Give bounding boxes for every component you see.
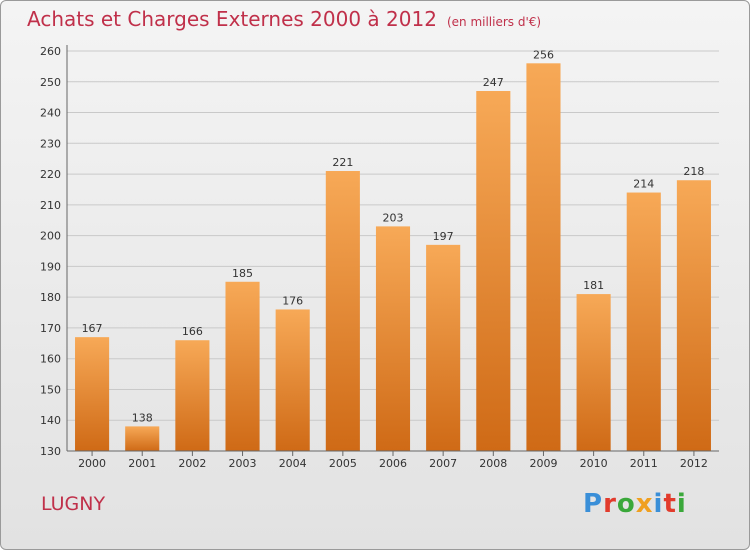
bar: [75, 337, 110, 451]
bar-value-label: 166: [182, 325, 203, 338]
x-tick-label: 2000: [78, 457, 106, 470]
x-tick-label: 2003: [229, 457, 257, 470]
logo-letter: P: [583, 489, 604, 519]
place-name: LUGNY: [41, 493, 106, 515]
bar-value-label: 181: [583, 279, 604, 292]
bar-value-label: 176: [282, 294, 303, 307]
bar: [375, 226, 411, 451]
y-tick-label: 140: [40, 414, 61, 427]
title-text: Achats et Charges Externes 2000 à 2012: [27, 7, 437, 31]
chart-subtitle: (en milliers d'€): [446, 15, 542, 29]
logo-letter: r: [603, 489, 617, 519]
bar: [576, 294, 611, 451]
bar: [175, 340, 210, 451]
bar-value-label: 197: [433, 230, 454, 243]
bar: [676, 180, 711, 451]
y-tick-label: 260: [40, 45, 61, 58]
bar: [225, 281, 260, 451]
y-tick-label: 210: [40, 199, 61, 212]
logo-letter: o: [616, 489, 636, 519]
y-tick-label: 190: [40, 260, 61, 273]
bars: [75, 63, 711, 452]
x-tick-label: 2002: [178, 457, 206, 470]
logo-letter: x: [635, 489, 654, 519]
y-tick-label: 130: [40, 445, 61, 458]
proxiti-logo: Proxiti: [583, 489, 687, 519]
y-tick-label: 160: [40, 353, 61, 366]
bar-value-label: 218: [683, 165, 704, 178]
y-tick-label: 170: [40, 322, 61, 335]
logo-letter: i: [653, 489, 664, 519]
logo-letter: t: [663, 489, 677, 519]
x-tick-label: 2008: [479, 457, 507, 470]
bar: [626, 192, 661, 452]
value-labels: 167 138 166 185 176 221 203 197 247 256 181 214 218: [82, 48, 705, 424]
bar: [275, 309, 310, 451]
bar-value-label: 167: [82, 322, 103, 335]
y-tick-label: 200: [40, 230, 61, 243]
bar-value-label: 256: [533, 48, 554, 61]
axes: [66, 45, 719, 452]
y-tick-label: 150: [40, 383, 61, 396]
x-tick-label: 2004: [279, 457, 307, 470]
y-axis-tick-labels: 130 140 150 160 170 180 190 200 210 220 230 240 250 2…: [40, 45, 61, 458]
x-tick-label: 2001: [128, 457, 156, 470]
x-tick-label: 2010: [580, 457, 608, 470]
bar-value-label: 221: [332, 156, 353, 169]
logo-letter: i: [676, 489, 687, 519]
y-tick-label: 250: [40, 76, 61, 89]
y-tick-label: 240: [40, 107, 61, 120]
y-tick-label: 230: [40, 137, 61, 150]
y-tick-label: 220: [40, 168, 61, 181]
bar-value-label: 203: [383, 211, 404, 224]
x-tick-label: 2006: [379, 457, 407, 470]
x-tick-label: 2005: [329, 457, 357, 470]
bar: [526, 63, 561, 452]
bar: [426, 244, 461, 451]
bar: [476, 91, 511, 451]
bar-value-label: 185: [232, 267, 253, 280]
bar: [325, 171, 360, 451]
bar: [125, 426, 160, 451]
bar-value-label: 214: [633, 178, 654, 191]
x-tick-label: 2012: [680, 457, 708, 470]
x-tick-label: 2007: [429, 457, 457, 470]
bar-value-label: 138: [132, 411, 153, 424]
x-tick-label: 2009: [529, 457, 557, 470]
bar-value-label: 247: [483, 76, 504, 89]
chart-title: Achats et Charges Externes 2000 à 2012 (e…: [27, 7, 541, 31]
x-tick-label: 2011: [630, 457, 658, 470]
x-axis-tick-labels: 2000 2001 2002 2003 2004 2005 2006 2007 2008 2009…: [78, 451, 708, 470]
y-tick-label: 180: [40, 291, 61, 304]
